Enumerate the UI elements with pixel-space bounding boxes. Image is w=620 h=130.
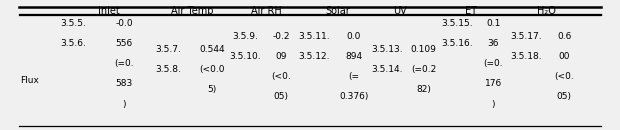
Text: (=0.: (=0. (114, 59, 134, 68)
Text: ): ) (492, 99, 495, 109)
Text: Air Temp: Air Temp (171, 6, 213, 16)
Text: 82): 82) (416, 85, 431, 94)
Text: (<0.: (<0. (554, 72, 574, 81)
Text: 0.376): 0.376) (339, 92, 369, 101)
Text: Flux: Flux (20, 76, 39, 85)
Text: 556: 556 (115, 39, 133, 48)
Text: 3.5.11.: 3.5.11. (298, 32, 330, 41)
Text: 3.5.13.: 3.5.13. (371, 45, 403, 54)
Text: (=0.2: (=0.2 (411, 65, 436, 74)
Text: 0.1: 0.1 (486, 19, 501, 28)
Text: H₂O: H₂O (538, 6, 556, 16)
Text: 36: 36 (488, 39, 499, 48)
Text: (=: (= (348, 72, 360, 81)
Text: 176: 176 (485, 79, 502, 88)
Text: -0.0: -0.0 (115, 19, 133, 28)
Text: 583: 583 (115, 79, 133, 88)
Text: 3.5.8.: 3.5.8. (156, 65, 182, 74)
Text: 05): 05) (273, 92, 288, 101)
Text: 3.5.9.: 3.5.9. (232, 32, 258, 41)
Text: -0.2: -0.2 (272, 32, 290, 41)
Text: (<0.: (<0. (271, 72, 291, 81)
Text: 3.5.17.: 3.5.17. (510, 32, 542, 41)
Text: 3.5.12.: 3.5.12. (299, 52, 330, 61)
Text: (<0.0: (<0.0 (199, 65, 225, 74)
Text: UV: UV (393, 6, 407, 16)
Text: 5): 5) (208, 85, 216, 94)
Text: 3.5.7.: 3.5.7. (156, 45, 182, 54)
Text: 3.5.10.: 3.5.10. (229, 52, 261, 61)
Text: 3.5.16.: 3.5.16. (441, 39, 473, 48)
Text: Solar: Solar (326, 6, 350, 16)
Text: ET: ET (465, 6, 477, 16)
Text: 3.5.14.: 3.5.14. (371, 65, 402, 74)
Text: 3.5.18.: 3.5.18. (510, 52, 542, 61)
Text: 3.5.15.: 3.5.15. (441, 19, 473, 28)
Text: 0.0: 0.0 (347, 32, 361, 41)
Text: 05): 05) (557, 92, 572, 101)
Text: 3.5.5.: 3.5.5. (60, 19, 86, 28)
Text: Air RH: Air RH (251, 6, 282, 16)
Text: 0.544: 0.544 (199, 45, 225, 54)
Text: 894: 894 (345, 52, 363, 61)
Text: 09: 09 (275, 52, 286, 61)
Text: Inlet: Inlet (97, 6, 120, 16)
Text: (=0.: (=0. (484, 59, 503, 68)
Text: ): ) (122, 99, 126, 109)
Text: 0.6: 0.6 (557, 32, 572, 41)
Text: 3.5.6.: 3.5.6. (60, 39, 86, 48)
Text: 0.109: 0.109 (410, 45, 436, 54)
Text: 00: 00 (559, 52, 570, 61)
